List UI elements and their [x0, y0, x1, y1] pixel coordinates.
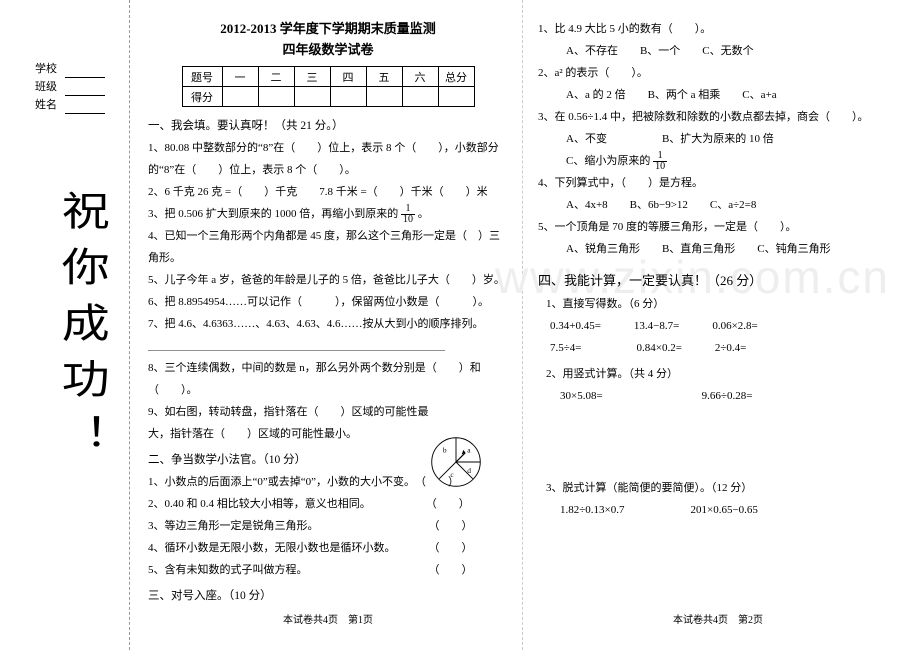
q1-5: 5、儿子今年 a 岁，爸爸的年龄是儿子的 5 倍，爸爸比儿子大（ ）岁。 [148, 269, 508, 291]
title-line1: 2012-2013 学年度下学期期末质量监测 [148, 18, 508, 37]
score-cell: 得分 [182, 87, 222, 107]
fraction-icon: 110 [653, 151, 667, 172]
q1-7: 7、把 4.6、4.6363……、4.63、4.63、4.6……按从大到小的顺序… [148, 313, 508, 335]
q3-2-opts: A、a 的 2 倍 B、两个 a 相乘 C、a+a [566, 84, 898, 106]
q3-1: 1、比 4.9 大比 5 小的数有（ ）。 [538, 18, 898, 40]
page-divider [522, 0, 523, 650]
page-footer-2: 本试卷共4页 第2页 [528, 611, 908, 626]
label-name: 姓名 [35, 96, 63, 114]
s4b-title: 2、用竖式计算。（共 4 分） [546, 363, 898, 385]
q2-3: 3、等边三角形一定是锐角三角形。 （ ） [148, 515, 508, 537]
q3-4-opts: A、4x+8 B、6b−9>12 C、a÷2=8 [566, 194, 898, 216]
s4c-row: 1.82÷0.13×0.7 201×0.65−0.65 [560, 499, 898, 521]
spinner-icon: a b c d [428, 434, 484, 490]
q2-5: 5、含有未知数的式子叫做方程。 （ ） [148, 559, 508, 581]
score-cell: 五 [366, 67, 402, 87]
q3-2: 2、a² 的表示（ ）。 [538, 62, 898, 84]
student-labels: 学校 班级 姓名 [35, 60, 105, 114]
q3-3-opts2: C、缩小为原来的 110 [566, 150, 898, 172]
label-school: 学校 [35, 60, 63, 78]
fraction-icon: 110 [401, 204, 415, 225]
section-3-title: 三、对号入座。（10 分） [148, 587, 508, 603]
svg-text:b: b [443, 446, 447, 455]
page-1: 2012-2013 学年度下学期期末质量监测 四年级数学试卷 题号 一 二 三 … [138, 10, 518, 630]
score-table: 题号 一 二 三 四 五 六 总分 得分 [182, 66, 475, 107]
good-luck-text: 祝你成功！ [46, 190, 116, 470]
q1-6: 6、把 8.8954954……可以记作（ ），保留两位小数是（ ）。 [148, 291, 508, 313]
q3-4: 4、下列算式中，（ ）是方程。 [538, 172, 898, 194]
section-1-title: 一、我会填。要认真呀！（共 21 分。） [148, 117, 508, 133]
q3-3: 3、在 0.56÷1.4 中，把被除数和除数的小数点都去掉，商会（ ）。 [538, 106, 898, 128]
s4b-row: 30×5.08= 9.66÷0.28= [560, 385, 898, 407]
s4a-row2: 7.5÷4= 0.84×0.2= 2÷0.4= [550, 337, 898, 359]
q3-3-opts: A、不变 B、扩大为原来的 10 倍 [566, 128, 898, 150]
page-2: 1、比 4.9 大比 5 小的数有（ ）。 A、不存在 B、一个 C、无数个 2… [528, 10, 908, 630]
score-cell: 题号 [182, 67, 222, 87]
label-class: 班级 [35, 78, 63, 96]
q3-5-opts: A、锐角三角形 B、直角三角形 C、钝角三角形 [566, 238, 898, 260]
q2-2: 2、0.40 和 0.4 相比较大小相等，意义也相同。 （ ） [148, 493, 508, 515]
score-cell: 三 [294, 67, 330, 87]
s4a-row1: 0.34+0.45= 13.4−8.7= 0.06×2.8= [550, 315, 898, 337]
q2-4: 4、循环小数是无限小数，无限小数也是循环小数。 （ ） [148, 537, 508, 559]
svg-text:d: d [467, 466, 471, 475]
sidebar: 学校 班级 姓名 祝你成功！ [0, 0, 130, 650]
score-cell: 总分 [438, 67, 474, 87]
q1-4: 4、已知一个三角形两个内角都是 45 度，那么这个三角形一定是（ ）三角形。 [148, 225, 508, 269]
q1-2: 2、6 千克 26 克 =（ ）千克 7.8 千米 =（ ）千米（ ）米 [148, 181, 508, 203]
score-cell: 四 [330, 67, 366, 87]
score-cell: 六 [402, 67, 438, 87]
q1-1: 1、80.08 中整数部分的“8”在（ ）位上，表示 8 个（ ），小数部分的“… [148, 137, 508, 181]
title-line2: 四年级数学试卷 [148, 39, 508, 58]
score-cell: 二 [258, 67, 294, 87]
workspace [538, 407, 898, 477]
score-cell: 一 [222, 67, 258, 87]
page-footer-1: 本试卷共4页 第1页 [138, 611, 518, 626]
section-4-title: 四、我能计算，一定要认真！（26 分） [538, 270, 898, 289]
q1-3: 3、把 0.506 扩大到原来的 1000 倍，再缩小到原来的 110 。 [148, 203, 508, 225]
s4c-title: 3、脱式计算（能简便的要简便）。（12 分） [546, 477, 898, 499]
q3-5: 5、一个顶角是 70 度的等腰三角形，一定是（ ）。 [538, 216, 898, 238]
svg-text:c: c [450, 470, 454, 479]
q3-1-opts: A、不存在 B、一个 C、无数个 [566, 40, 898, 62]
q1-7-line: ＿＿＿＿＿＿＿＿＿＿＿＿＿＿＿＿＿＿＿＿＿＿＿＿＿＿＿ [148, 335, 508, 357]
svg-text:a: a [467, 446, 471, 455]
s4a-title: 1、直接写得数。（6 分） [546, 293, 898, 315]
q1-8: 8、三个连续偶数，中间的数是 n，那么另外两个数分别是（ ）和（ ）。 [148, 357, 508, 401]
